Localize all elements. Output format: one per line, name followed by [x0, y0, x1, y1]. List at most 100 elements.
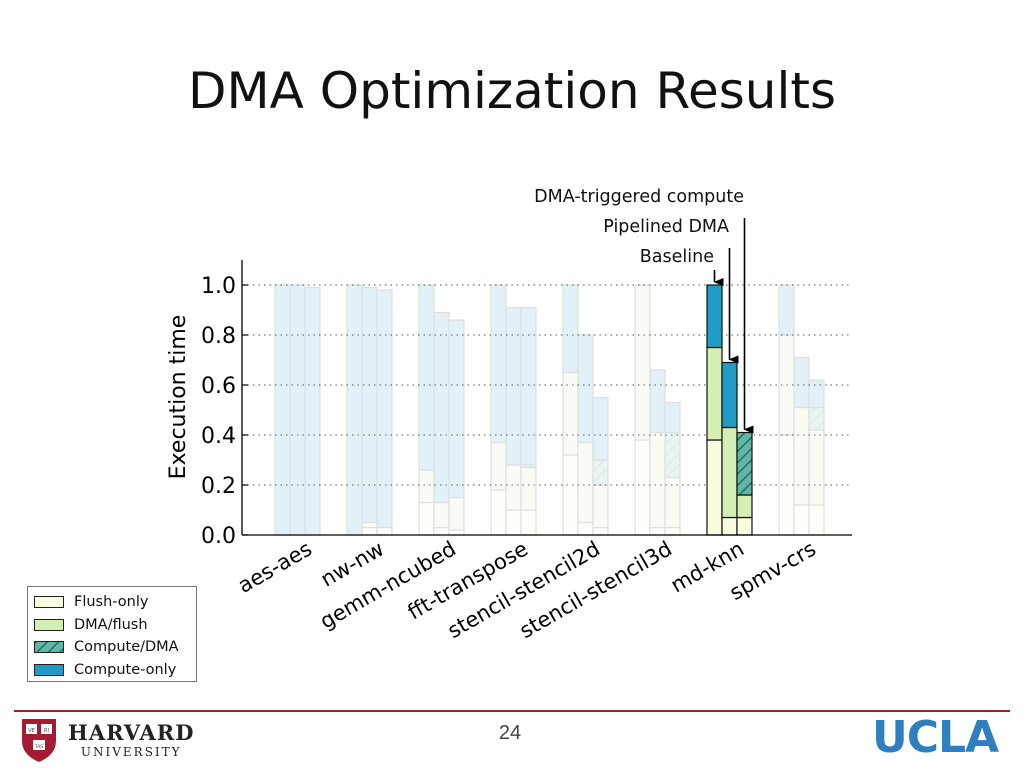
y-tick-label: 0.4	[201, 424, 236, 449]
bar-group-aes-aes	[274, 284, 321, 536]
bar-segment-stencil-stencil2d-pipelined-dma-dma-flush	[577, 441, 594, 524]
bar-segment-fft-transpose-dma-triggered-compute-flush-only	[520, 509, 537, 536]
slide-title: DMA Optimization Results	[187, 62, 837, 120]
bar-segment-md-knn-pipelined-dma-flush-only	[721, 516, 738, 536]
annotation-label: DMA-triggered compute	[534, 187, 744, 207]
bar-segment-gemm-ncubed-pipelined-dma-compute-only	[433, 311, 450, 504]
bar-segment-stencil-stencil3d-pipelined-dma-flush-only	[649, 526, 666, 536]
legend-label: DMA/flush	[74, 616, 148, 633]
bar-segment-stencil-stencil2d-dma-triggered-compute-compute-dma	[592, 459, 609, 486]
bar-segment-gemm-ncubed-dma-triggered-compute-compute-only	[448, 319, 465, 499]
bar-segment-nw-nw-pipelined-dma-dma-flush	[361, 521, 378, 529]
bar-segment-fft-transpose-pipelined-dma-dma-flush	[505, 464, 522, 511]
bar-segment-nw-nw-pipelined-dma-compute-only	[361, 286, 378, 524]
bar-segment-gemm-ncubed-baseline-compute-only	[418, 284, 435, 471]
bars-group	[274, 284, 825, 536]
bar-segment-gemm-ncubed-dma-triggered-compute-dma-flush	[448, 496, 465, 531]
bar-segment-fft-transpose-baseline-compute-only	[490, 284, 507, 444]
annotation-label: Baseline	[640, 247, 714, 267]
legend-label: Compute-only	[74, 661, 177, 678]
bar-segment-spmv-crs-baseline-flush-only	[778, 434, 795, 536]
y-tick-label: 0.2	[201, 474, 236, 499]
bar-segment-nw-nw-dma-triggered-compute-compute-only	[376, 289, 393, 529]
bar-group-nw-nw	[346, 284, 393, 536]
harvard-shield-icon: VE RI TAS	[22, 719, 56, 762]
bar-segment-spmv-crs-pipelined-dma-flush-only	[793, 504, 810, 536]
legend-label: Flush-only	[74, 594, 149, 611]
bar-segment-md-knn-baseline-dma-flush	[706, 346, 723, 441]
bar-segment-stencil-stencil3d-baseline-flush-only	[634, 439, 651, 536]
bar-segment-stencil-stencil2d-baseline-compute-only	[562, 284, 579, 374]
bar-segment-md-knn-pipelined-dma-compute-only	[721, 361, 738, 429]
legend-label: Compute/DMA	[74, 639, 179, 656]
bar-segment-stencil-stencil3d-dma-triggered-compute-dma-flush	[664, 476, 681, 529]
bar-segment-gemm-ncubed-baseline-flush-only	[418, 501, 435, 536]
bar-group-fft-transpose	[490, 284, 537, 536]
bar-segment-md-knn-pipelined-dma-dma-flush	[721, 426, 738, 519]
bar-group-md-knn	[706, 284, 753, 536]
bar-segment-fft-transpose-dma-triggered-compute-dma-flush	[520, 466, 537, 511]
bar-segment-stencil-stencil2d-dma-triggered-compute-dma-flush	[592, 484, 609, 529]
y-tick-label: 0.6	[201, 374, 236, 399]
y-axis-label: Execution time	[166, 315, 191, 480]
bar-segment-spmv-crs-baseline-compute-only	[778, 284, 795, 336]
svg-text:RI: RI	[44, 728, 49, 734]
x-tick-label: aes-aes	[234, 537, 316, 598]
bar-segment-fft-transpose-dma-triggered-compute-compute-only	[520, 306, 537, 466]
page-number: 24	[498, 722, 522, 744]
legend-swatch-flush-only	[34, 596, 64, 609]
bar-segment-stencil-stencil3d-dma-triggered-compute-flush-only	[664, 526, 681, 536]
y-tick-label: 0.8	[201, 324, 236, 349]
bar-group-spmv-crs	[778, 284, 825, 536]
annotations: DMA-triggered compute Pipelined DMA Baseli…	[534, 187, 754, 434]
bar-segment-stencil-stencil2d-baseline-dma-flush	[562, 371, 579, 456]
bar-segment-spmv-crs-pipelined-dma-dma-flush	[793, 406, 810, 506]
footer-divider	[14, 710, 1010, 712]
bar-segment-gemm-ncubed-dma-triggered-compute-flush-only	[448, 529, 465, 536]
harvard-name: HARVARD	[68, 720, 195, 745]
svg-text:VE: VE	[28, 728, 35, 734]
harvard-logo: VE RI TAS HARVARD UNIVERSITY	[20, 716, 194, 764]
bar-segment-stencil-stencil2d-dma-triggered-compute-flush-only	[592, 526, 609, 536]
bar-segment-md-knn-dma-triggered-compute-compute-dma	[736, 431, 753, 496]
bar-segment-stencil-stencil2d-baseline-flush-only	[562, 454, 579, 536]
bar-segment-nw-nw-pipelined-dma-flush-only	[361, 526, 378, 536]
bar-segment-spmv-crs-dma-triggered-compute-compute-only	[808, 379, 825, 409]
legend-item-compute-only: Compute-only	[34, 659, 190, 682]
bar-group-gemm-ncubed	[418, 284, 465, 536]
bar-segment-spmv-crs-dma-triggered-compute-dma-flush	[808, 429, 825, 506]
bar-segment-gemm-ncubed-baseline-dma-flush	[418, 469, 435, 504]
bar-segment-fft-transpose-baseline-dma-flush	[490, 441, 507, 491]
y-tick-label: 1.0	[201, 274, 236, 299]
ucla-logo: UCLA	[872, 712, 999, 763]
bar-segment-gemm-ncubed-pipelined-dma-flush-only	[433, 526, 450, 536]
bar-segment-md-knn-baseline-compute-only	[706, 284, 723, 349]
bar-segment-md-knn-dma-triggered-compute-flush-only	[736, 516, 753, 536]
bar-segment-stencil-stencil2d-pipelined-dma-compute-only	[577, 334, 594, 444]
bar-group-stencil-stencil3d	[634, 284, 681, 536]
svg-text:TAS: TAS	[34, 744, 43, 750]
bar-segment-stencil-stencil2d-pipelined-dma-flush-only	[577, 521, 594, 536]
bar-group-stencil-stencil2d	[562, 284, 609, 536]
legend-swatch-dma-flush	[34, 618, 64, 631]
bar-segment-md-knn-baseline-flush-only	[706, 439, 723, 536]
bar-segment-stencil-stencil2d-dma-triggered-compute-compute-only	[592, 396, 609, 461]
y-tick-label: 0.0	[201, 524, 236, 549]
bar-segment-fft-transpose-dma-triggered-compute-compute-dma	[520, 464, 537, 469]
legend-swatch-compute-dma	[34, 641, 64, 654]
bar-segment-stencil-stencil3d-baseline-dma-flush	[634, 284, 651, 441]
bar-segment-stencil-stencil3d-pipelined-dma-compute-only	[649, 369, 666, 434]
bar-segment-nw-nw-dma-triggered-compute-dma-flush	[376, 526, 393, 536]
legend-item-compute-dma: Compute/DMA	[34, 636, 190, 659]
bar-segment-fft-transpose-baseline-flush-only	[490, 489, 507, 536]
grid-lines	[242, 284, 852, 486]
bar-segment-stencil-stencil3d-pipelined-dma-dma-flush	[649, 431, 666, 529]
bar-segment-nw-nw-baseline-compute-only	[346, 284, 363, 536]
bar-segment-aes-aes-pipelined-dma-compute-only	[289, 284, 306, 536]
bar-segment-spmv-crs-dma-triggered-compute-flush-only	[808, 504, 825, 536]
bar-segment-stencil-stencil3d-dma-triggered-compute-compute-dma	[664, 431, 681, 479]
bar-segment-stencil-stencil3d-dma-triggered-compute-compute-only	[664, 401, 681, 434]
bar-segment-gemm-ncubed-pipelined-dma-dma-flush	[433, 501, 450, 529]
bar-segment-aes-aes-baseline-compute-only	[274, 284, 291, 536]
